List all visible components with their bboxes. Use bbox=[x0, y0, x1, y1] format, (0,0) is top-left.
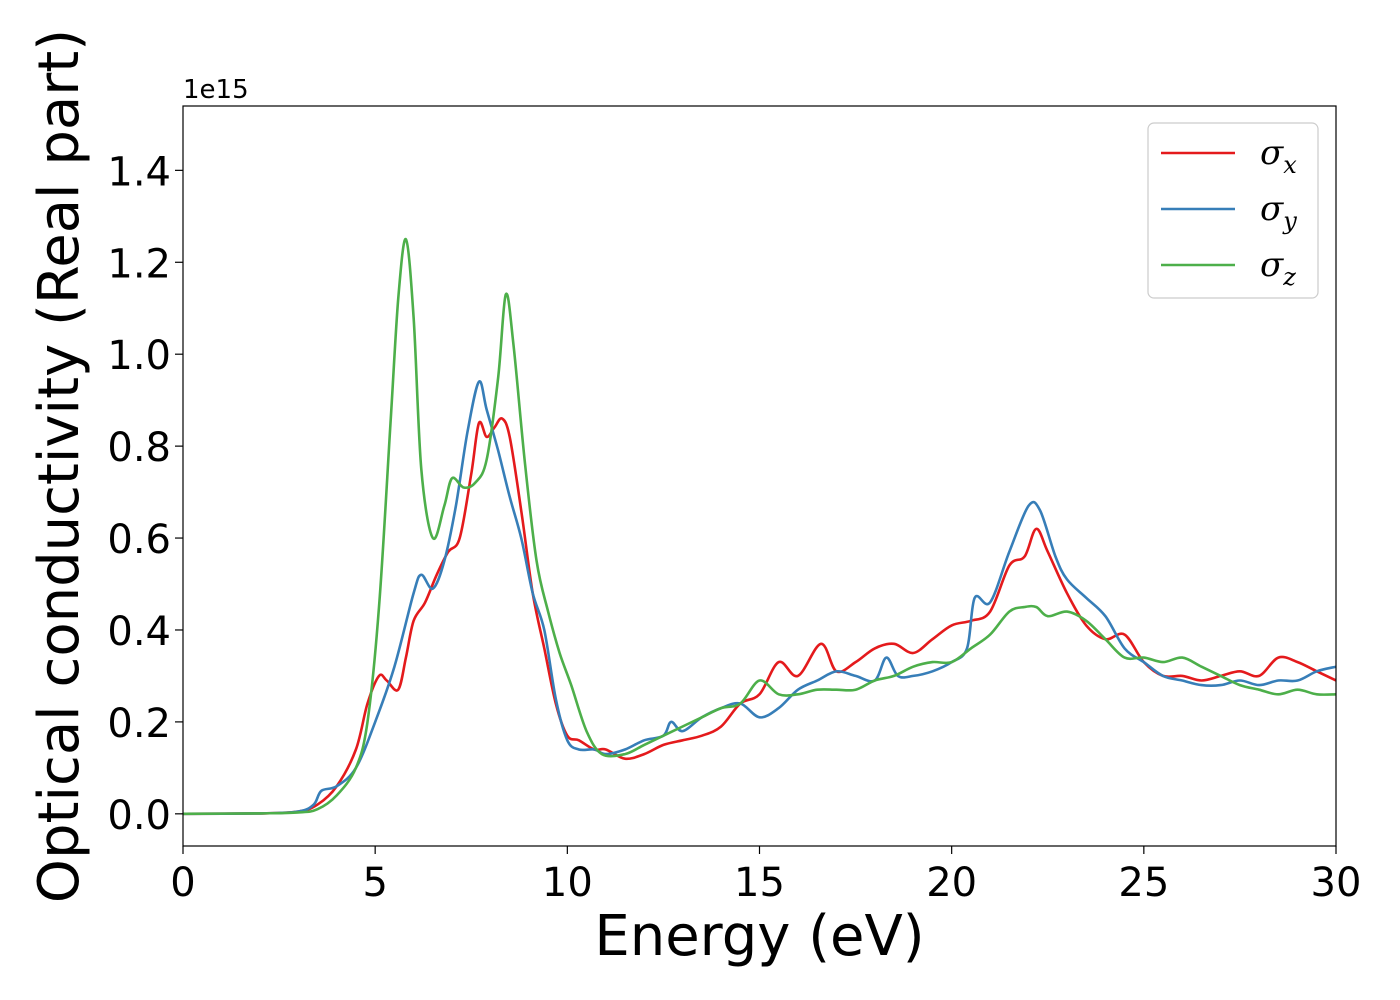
series-layer bbox=[183, 237, 1336, 816]
y-tick-label: 0.0 bbox=[107, 793, 171, 839]
x-tick-label: 20 bbox=[926, 860, 977, 906]
x-tick-label: 25 bbox=[1118, 860, 1169, 906]
legend: σx σy σz bbox=[1147, 122, 1319, 299]
y-tick-label: 0.6 bbox=[107, 517, 171, 563]
x-axis-title: Energy (eV) bbox=[594, 904, 924, 969]
y-tick-label: 0.2 bbox=[107, 701, 171, 747]
series-line-y bbox=[183, 380, 1336, 816]
legend-label-z: σz bbox=[1260, 245, 1296, 291]
y-tick-label: 1.0 bbox=[107, 333, 171, 379]
y-tick-label: 1.4 bbox=[107, 149, 171, 195]
series-line-z bbox=[183, 237, 1336, 816]
legend-label-y: σy bbox=[1260, 189, 1297, 235]
x-tick-label: 30 bbox=[1311, 860, 1362, 906]
ticks-layer: 0 5 10 15 20 25 30 0.0 0.2 0.4 0.6 0.8 1.0 1.2 1.4 bbox=[107, 149, 1361, 906]
y-tick-label: 1.2 bbox=[107, 241, 171, 287]
y-tick-label: 0.4 bbox=[107, 609, 171, 655]
y-offset-label: 1e15 bbox=[183, 75, 249, 105]
legend-label-x: σx bbox=[1260, 133, 1297, 179]
y-tick-label: 0.8 bbox=[107, 425, 171, 471]
x-tick-label: 10 bbox=[542, 860, 593, 906]
x-tick-label: 5 bbox=[362, 860, 387, 906]
x-tick-label: 15 bbox=[734, 860, 785, 906]
y-axis-title: Optical conductivity (Real part) bbox=[27, 29, 92, 903]
x-tick-label: 0 bbox=[170, 860, 195, 906]
legend-box bbox=[1147, 122, 1319, 299]
